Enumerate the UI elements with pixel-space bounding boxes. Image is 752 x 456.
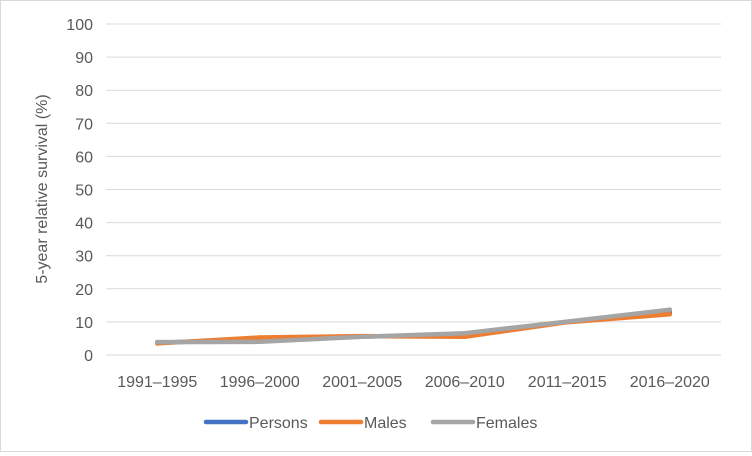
- y-tick-label: 20: [75, 282, 93, 299]
- x-tick-label: 2006–2010: [425, 374, 505, 391]
- data-point: [360, 334, 365, 340]
- series-females: [155, 307, 673, 345]
- legend-label: Males: [364, 415, 407, 432]
- y-axis-label: 5-year relative survival (%): [34, 94, 51, 283]
- y-axis-ticks: 0 10 20 30 40 50 60 70 80 90 100: [66, 17, 93, 365]
- legend: Persons Males Females: [203, 415, 537, 432]
- y-tick-label: 70: [75, 116, 93, 133]
- x-tick-label: 1991–1995: [117, 374, 197, 391]
- data-point: [462, 334, 467, 340]
- data-point: [257, 335, 262, 340]
- series-lines: [155, 307, 673, 346]
- x-tick-label: 2011–2015: [528, 374, 607, 391]
- x-tick-label: 2001–2005: [322, 374, 402, 391]
- y-tick-label: 40: [75, 216, 93, 233]
- legend-label: Persons: [249, 415, 308, 432]
- x-axis-ticks: 1991–1995 1996–2000 2001–2005 2006–2010 2011…: [117, 374, 710, 391]
- data-point: [462, 330, 467, 336]
- y-tick-label: 80: [75, 83, 93, 100]
- gridlines: [106, 23, 721, 356]
- y-tick-label: 60: [75, 149, 93, 166]
- y-tick-label: 100: [66, 17, 93, 34]
- y-tick-label: 10: [75, 315, 93, 332]
- y-tick-label: 90: [75, 50, 93, 67]
- data-point: [667, 307, 672, 312]
- x-tick-label: 2016–2020: [630, 374, 710, 391]
- y-tick-label: 30: [75, 249, 93, 266]
- y-tick-label: 50: [75, 183, 93, 200]
- legend-item-males: Males: [318, 415, 407, 432]
- data-point: [667, 312, 672, 317]
- legend-item-persons: Persons: [203, 415, 308, 432]
- y-tick-label: 0: [84, 348, 93, 365]
- legend-item-females: Females: [430, 415, 537, 432]
- legend-label: Females: [476, 415, 537, 432]
- data-point: [257, 339, 262, 345]
- series-line: [155, 307, 673, 345]
- data-point: [565, 319, 570, 324]
- x-tick-label: 1996–2000: [220, 374, 300, 391]
- data-point: [155, 339, 160, 345]
